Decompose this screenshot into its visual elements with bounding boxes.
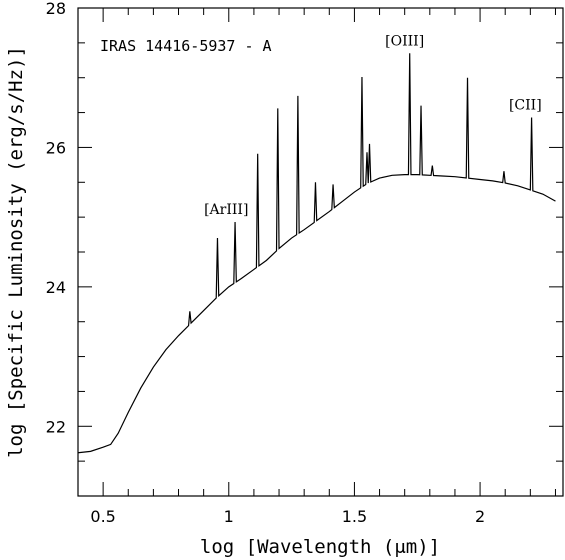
y-tick-label: 24 [46, 278, 66, 297]
line-annotation: [ArIII] [204, 202, 248, 218]
chart-title: IRAS 14416-5937 - A [100, 37, 272, 55]
x-tick-label: 0.5 [90, 507, 115, 526]
line-annotation: [CII] [509, 97, 542, 113]
axis-ticks [77, 7, 563, 497]
x-tick-label: 2 [475, 507, 485, 526]
x-tick-label: 1.5 [342, 507, 367, 526]
x-tick-label: 1 [224, 507, 234, 526]
plot-frame [77, 7, 564, 497]
y-tick-label: 22 [46, 417, 66, 436]
y-axis-title: log [Specific Luminosity (erg/s/Hz)] [5, 46, 27, 458]
spectrum-line [77, 53, 556, 454]
x-axis-title: log [Wavelength (μm)] [200, 536, 440, 558]
y-tick-label: 26 [46, 138, 66, 157]
line-annotations: [ArIII] [OIII] [CII] [204, 33, 542, 218]
y-tick-label: 28 [46, 0, 66, 18]
line-annotation: [OIII] [385, 33, 424, 49]
